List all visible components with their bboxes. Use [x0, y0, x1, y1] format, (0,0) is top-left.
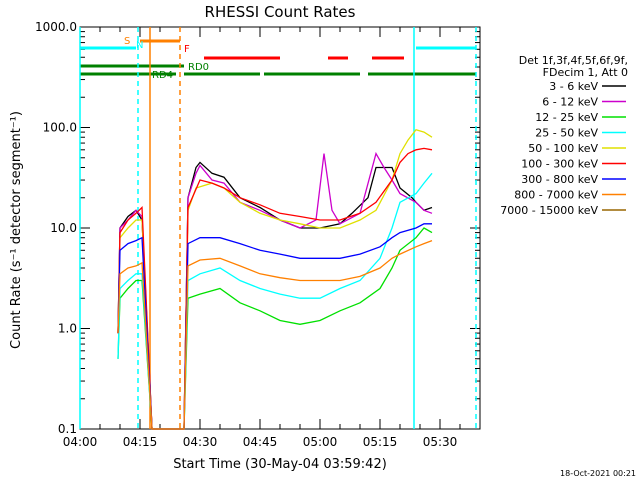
- att-state-label: N: [136, 40, 143, 51]
- series-layer: [117, 128, 433, 430]
- x-tick-label: 04:30: [183, 435, 218, 449]
- series-line: [117, 172, 433, 430]
- legend-entry-label: 7000 - 15000 keV: [500, 204, 598, 217]
- rd-label: RD4: [152, 70, 173, 81]
- x-tick-label: 04:45: [243, 435, 278, 449]
- x-tick-label: 05:00: [303, 435, 338, 449]
- series-line: [117, 161, 433, 430]
- legend-entry-label: 300 - 800 keV: [521, 173, 598, 186]
- series-line: [117, 227, 433, 430]
- legend-entry-label: 3 - 6 keV: [549, 80, 598, 93]
- att-state-label: F: [184, 44, 190, 55]
- legend-header: FDecim 1, Att 0: [543, 66, 628, 79]
- chart-title: RHESSI Count Rates: [205, 3, 356, 21]
- axis-ticks: 1000.0 100.0 10.0 1.0 0.104:00 04:15 04:30 04:4…: [35, 20, 481, 449]
- x-tick-label: 05:15: [363, 435, 398, 449]
- y-axis-label: Count Rate (s⁻¹ detector segment⁻¹): [9, 111, 24, 349]
- legend-entry-label: 50 - 100 keV: [528, 142, 598, 155]
- legend-entry-label: 800 - 7000 keV: [514, 189, 598, 202]
- legend: Det 1f,3f,4f,5f,6f,9f,FDecim 1, Att 03 -…: [500, 54, 628, 217]
- y-tick-label: 10.0: [50, 221, 77, 235]
- att-state-label: S: [124, 36, 130, 47]
- x-tick-label: 05:30: [423, 435, 458, 449]
- series-line: [117, 151, 433, 430]
- x-axis-label: Start Time (30-May-04 03:59:42): [173, 457, 387, 472]
- legend-entry-label: 6 - 12 keV: [542, 96, 598, 109]
- legend-entry-label: 25 - 50 keV: [535, 127, 598, 140]
- plot-frame: [79, 26, 481, 430]
- y-tick-label: 1.0: [58, 322, 77, 336]
- annotations-layer: S N F RD4 RD0: [79, 27, 477, 429]
- rd-label: RD0: [188, 62, 209, 73]
- series-line: [117, 223, 432, 430]
- x-tick-label: 04:00: [63, 435, 98, 449]
- series-line: [117, 239, 433, 430]
- x-tick-label: 04:15: [123, 435, 158, 449]
- legend-entry-label: 12 - 25 keV: [535, 111, 598, 124]
- y-tick-label: 100.0: [43, 121, 77, 135]
- series-line: [117, 147, 433, 430]
- legend-entry-label: 100 - 300 keV: [521, 158, 598, 171]
- footer-timestamp: 18-Oct-2021 00:21: [560, 469, 636, 478]
- y-tick-label: 0.1: [58, 422, 77, 436]
- legend-header: Det 1f,3f,4f,5f,6f,9f,: [519, 54, 628, 67]
- y-tick-label: 1000.0: [35, 20, 77, 34]
